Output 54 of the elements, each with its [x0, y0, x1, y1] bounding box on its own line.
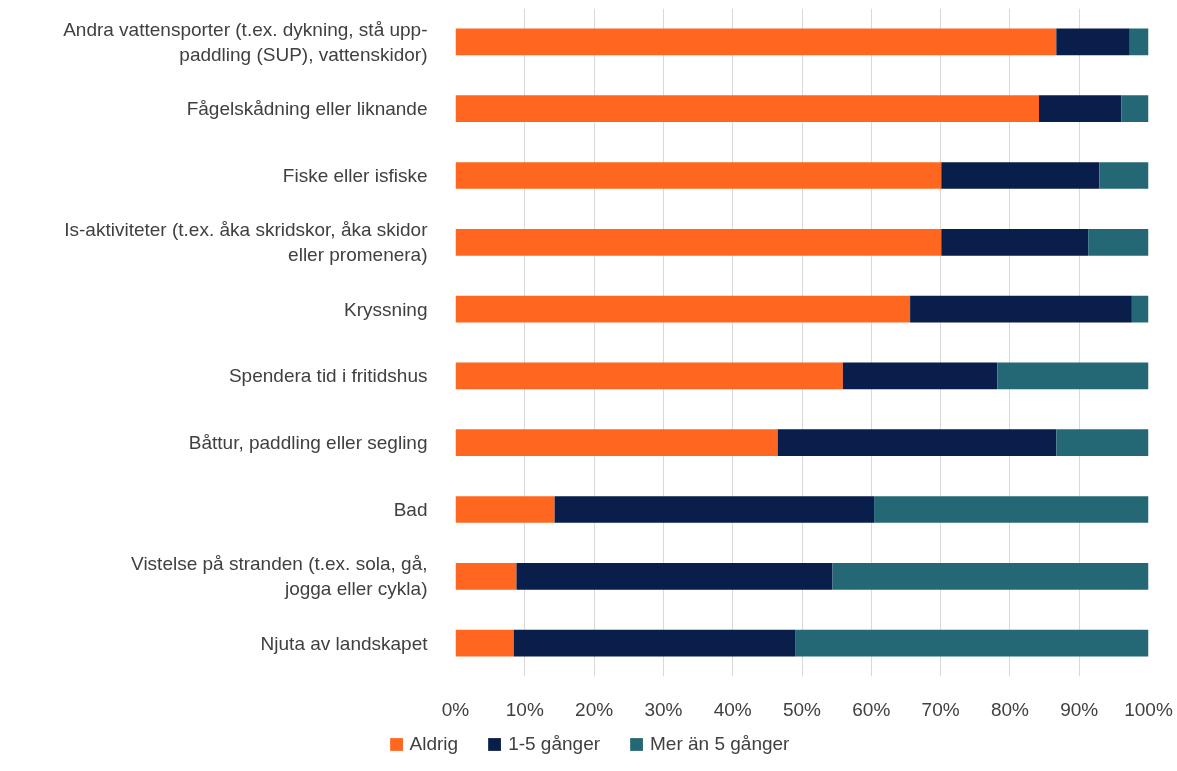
bar [1129, 28, 1149, 56]
bar [832, 562, 1149, 590]
y-tick-label: Fiske eller isfiske [282, 165, 428, 186]
bar [455, 95, 1040, 123]
bar [1099, 162, 1149, 189]
bar [941, 228, 1089, 256]
bar [455, 28, 1057, 56]
x-tick-label: 100% [1124, 698, 1173, 720]
bar [910, 295, 1132, 323]
bar [455, 228, 942, 256]
bar [1039, 95, 1122, 123]
bar [516, 562, 833, 590]
bar [513, 629, 796, 657]
bar [455, 295, 911, 323]
bar [554, 496, 875, 523]
x-tick-label: 10% [505, 698, 544, 720]
y-tick-label: Is-aktiviteter (t.ex. åka skridskor, åka skidor eller promenera) [64, 219, 429, 266]
bar [455, 629, 514, 657]
x-tick-label: 80% [990, 698, 1030, 720]
bar [874, 496, 1149, 523]
bar [795, 629, 1149, 657]
legend-label: Aldrig [409, 733, 459, 755]
bar [1131, 295, 1149, 323]
x-tick-label: 60% [852, 698, 891, 720]
y-tick-label: Njuta av landskapet [260, 632, 429, 654]
x-tick-label: 40% [713, 698, 752, 720]
y-tick-label: Kryssning [344, 298, 428, 320]
y-tick-label: Vistelse på stranden (t.ex. sola, gå, jogga eller cykla) [131, 553, 428, 600]
bar [997, 362, 1149, 390]
bar [455, 496, 555, 523]
bar [777, 429, 1057, 457]
x-tick-label: 0% [441, 698, 470, 720]
bar [1121, 95, 1149, 123]
x-tick-label: 20% [575, 698, 614, 720]
bar [1088, 228, 1149, 256]
bar [455, 362, 843, 390]
x-tick-label: 50% [782, 698, 822, 720]
y-tick-label: Bad [393, 499, 428, 520]
bar [455, 429, 778, 457]
bar [1056, 429, 1149, 457]
bar [1056, 28, 1130, 56]
bar [842, 362, 998, 390]
bar [455, 562, 517, 590]
y-tick-label: Spendera tid i fritidshus [228, 365, 428, 387]
y-tick-label: Fågelskådning eller liknande [186, 98, 428, 120]
y-tick-label: Båttur, paddling eller segling [188, 432, 428, 454]
y-tick-label: Andra vattensporter (t.ex. dykning, stå upp- paddling (SUP), vattenskidor) [63, 18, 428, 65]
bar [455, 162, 942, 189]
x-tick-label: 30% [644, 698, 683, 720]
legend-label: 1-5 gånger [508, 733, 601, 755]
x-tick-label: 90% [1060, 698, 1099, 720]
x-tick-label: 70% [921, 698, 960, 720]
legend-label: Mer än 5 gånger [650, 733, 790, 755]
bar [941, 162, 1100, 189]
